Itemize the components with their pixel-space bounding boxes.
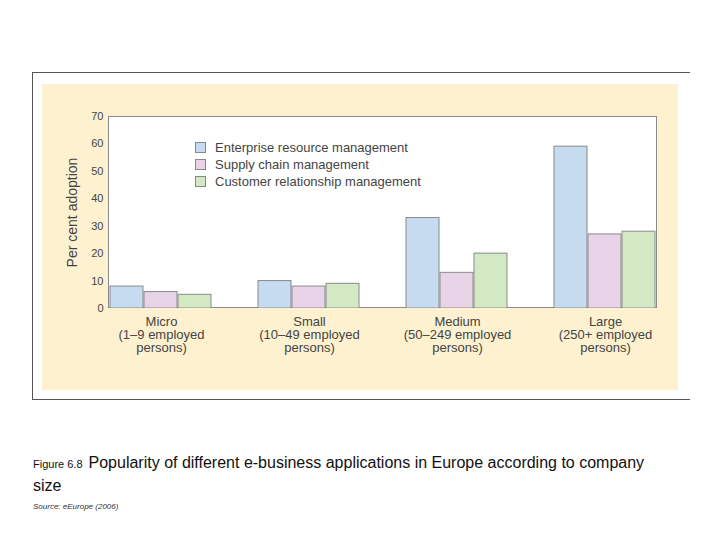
svg-text:30: 30 xyxy=(91,220,103,232)
svg-text:10: 10 xyxy=(91,275,103,287)
svg-text:Medium(50–249 employedpersons): Medium(50–249 employedpersons) xyxy=(404,314,512,355)
html-text:Supply chain management: Supply chain management xyxy=(215,157,369,172)
html-text:Figure 6.8 Popularity of diffe: Figure 6.8 Popularity of different e-bus… xyxy=(33,454,645,494)
svg-text:60: 60 xyxy=(91,137,103,149)
svg-text:Large(250+ employedpersons): Large(250+ employedpersons) xyxy=(559,314,653,355)
html-text:Source: eEurope (2006): Source: eEurope (2006) xyxy=(33,502,119,511)
svg-text:50: 50 xyxy=(91,165,103,177)
svg-text:40: 40 xyxy=(91,192,103,204)
svg-text:0: 0 xyxy=(97,302,103,314)
svg-text:Per cent adoption: Per cent adoption xyxy=(64,158,80,268)
svg-text:70: 70 xyxy=(91,110,103,122)
html-text:Enterprise resource management: Enterprise resource management xyxy=(215,140,408,155)
svg-text:Small(10–49 employedpersons): Small(10–49 employedpersons) xyxy=(259,314,359,355)
svg-text:Micro(1–9 employedpersons): Micro(1–9 employedpersons) xyxy=(119,314,205,355)
svg-text:20: 20 xyxy=(91,247,103,259)
html-text:Customer relationship manageme: Customer relationship management xyxy=(215,174,421,189)
